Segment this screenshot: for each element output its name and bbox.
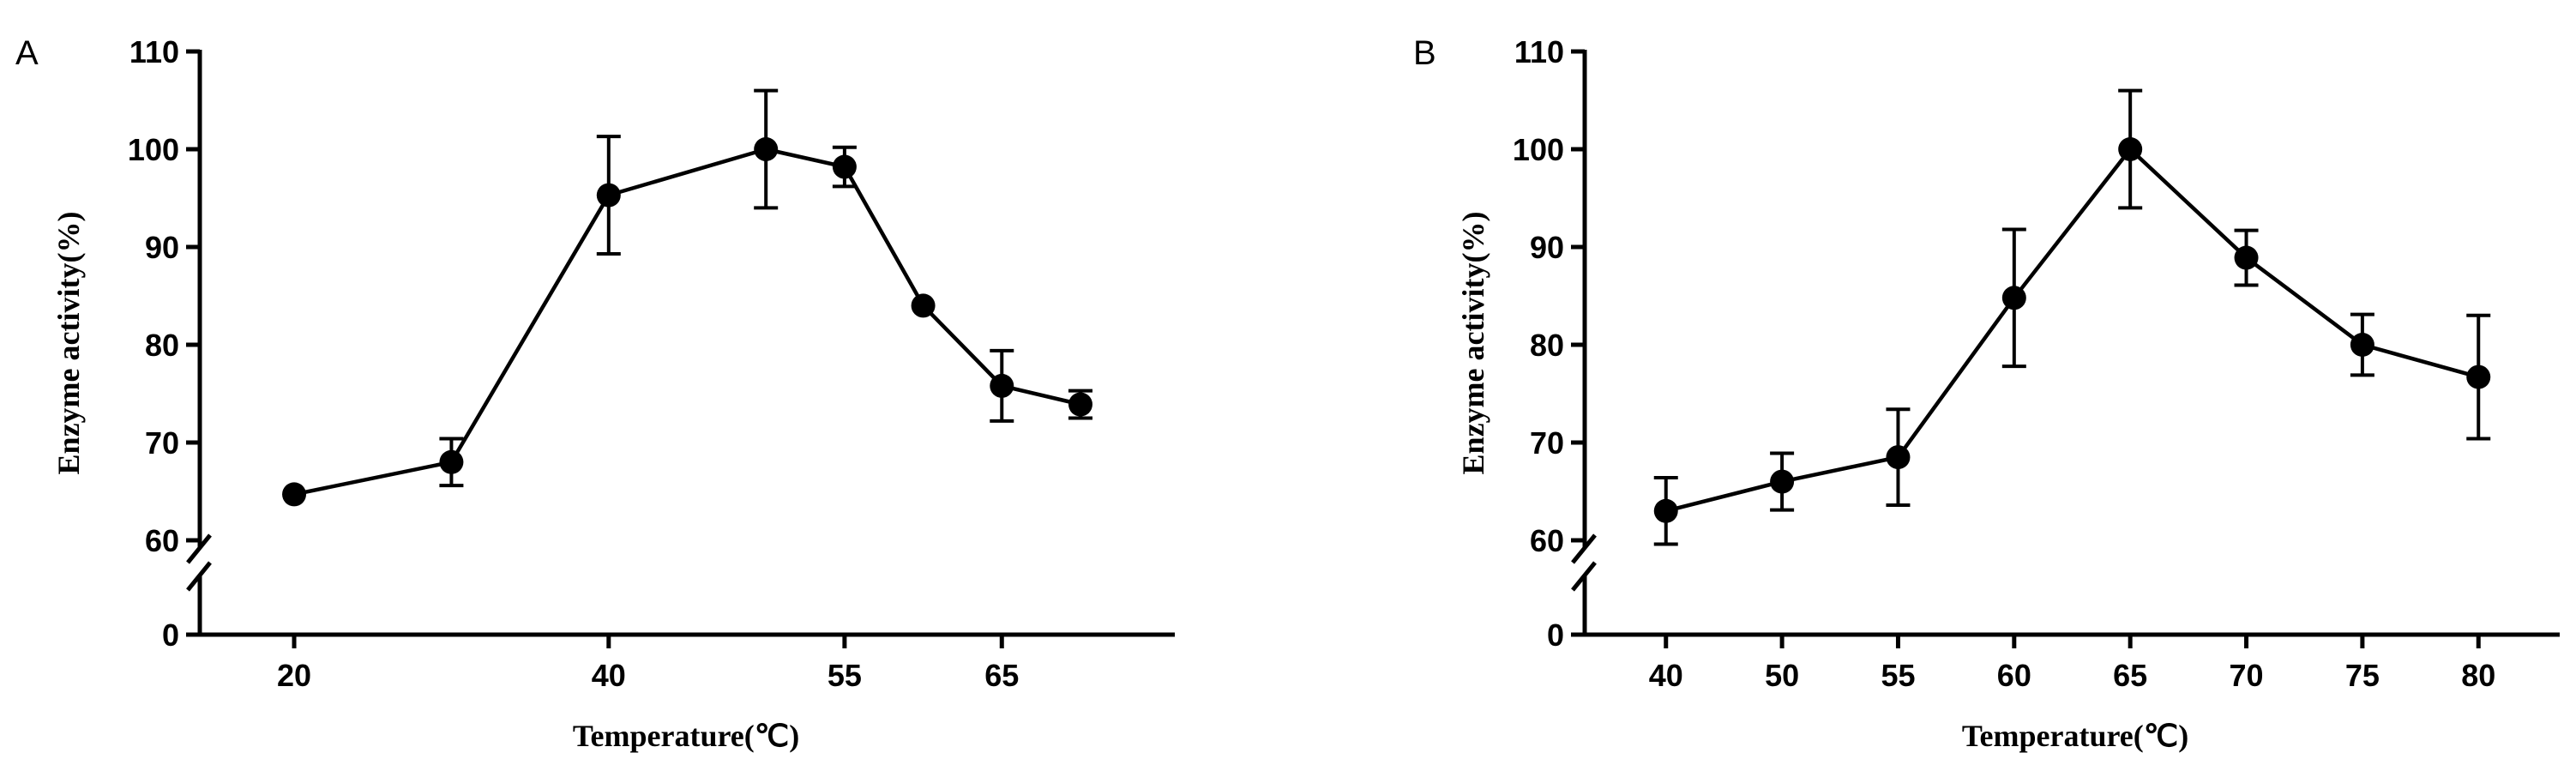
x-tick-label: 65 <box>2113 658 2147 693</box>
data-point <box>282 482 307 507</box>
data-point <box>832 154 857 179</box>
data-point <box>2234 245 2259 270</box>
y-tick-label: 70 <box>1530 425 1564 461</box>
x-tick-label: 75 <box>2345 658 2380 693</box>
y-axis-break-mark <box>1571 533 1597 564</box>
y-tick-label: 90 <box>1530 230 1564 265</box>
data-point <box>1886 445 1911 470</box>
series-line <box>293 147 1081 497</box>
x-tick-label: 40 <box>592 658 626 693</box>
x-tick-label: 70 <box>2230 658 2264 693</box>
data-point <box>2118 137 2143 161</box>
panel-letter: B <box>1413 34 1436 72</box>
x-tick-label: 55 <box>828 658 862 693</box>
data-point <box>1653 498 1678 523</box>
y-tick-label: 80 <box>145 328 179 363</box>
panel-a: A 60 70 80 90 100 110 0 20 40 55 65 Enzyme activity(… <box>15 34 1175 753</box>
y-axis-break-mark <box>186 533 212 564</box>
y-tick-label: 70 <box>145 425 179 461</box>
data-point <box>754 137 779 161</box>
x-tick-label: 50 <box>1765 658 1799 693</box>
y-tick-label: 60 <box>145 523 179 558</box>
data-point <box>2001 286 2026 310</box>
y-axis-break-mark <box>1571 561 1597 592</box>
x-tick-label: 65 <box>984 658 1019 693</box>
y-tick-label: 100 <box>1513 132 1564 167</box>
x-tick-label: 20 <box>277 658 311 693</box>
y-tick-label: 80 <box>1530 328 1564 363</box>
y-tick-label: 110 <box>1514 34 1564 69</box>
x-tick-label: 40 <box>1649 658 1683 693</box>
panel-b: B 60 70 80 90 100 110 0 40 50 55 60 65 70 75 80 Enzyme a… <box>1413 34 2560 753</box>
data-point <box>2466 364 2491 389</box>
y-tick-label: 90 <box>145 230 179 265</box>
x-tick-label: 55 <box>1881 658 1915 693</box>
data-point <box>911 293 936 318</box>
y-tick-label: 100 <box>128 132 179 167</box>
y-tick-label: 110 <box>129 34 179 69</box>
data-point <box>596 183 621 208</box>
data-point <box>439 449 464 474</box>
y-tick-label: 0 <box>162 617 179 653</box>
y-axis-break-mark <box>186 561 212 592</box>
x-axis-title: Temperature(℃) <box>1962 719 2188 753</box>
x-tick-label: 60 <box>1997 658 2031 693</box>
y-axis-title: Enzyme activity(%) <box>51 212 86 475</box>
panel-letter: A <box>15 34 39 72</box>
y-tick-label: 0 <box>1547 617 1564 653</box>
data-point <box>990 373 1014 398</box>
x-tick-label: 80 <box>2461 658 2495 693</box>
data-point <box>2350 333 2374 357</box>
data-point <box>1770 469 1795 494</box>
y-tick-label: 60 <box>1530 523 1564 558</box>
data-point <box>1068 392 1092 417</box>
series-line <box>1665 146 2479 513</box>
x-axis-title: Temperature(℃) <box>573 719 799 753</box>
y-axis-title: Enzyme activity(%) <box>1456 212 1490 475</box>
